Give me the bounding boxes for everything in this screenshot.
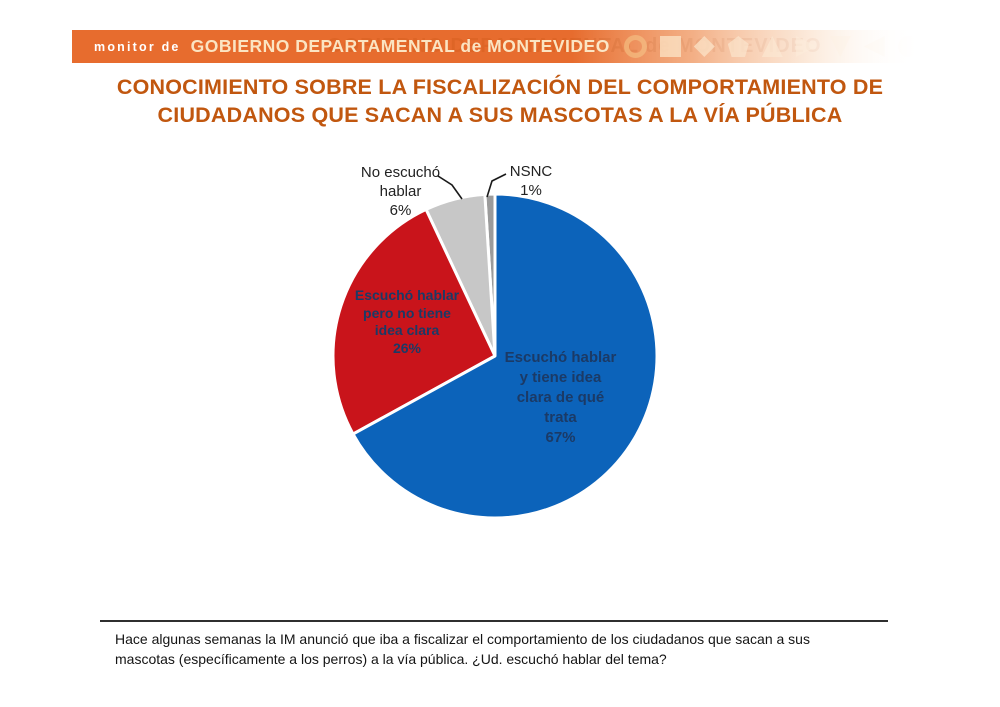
leader-line-no-escucho (437, 175, 463, 200)
banner-shapes (623, 35, 919, 58)
question-divider (100, 620, 888, 622)
slice-label-escucho-idea-clara: Escuchó hablar y tiene idea clara de qué… (504, 349, 617, 446)
slice-label-escucho-sin-idea: Escuchó hablar pero no tiene idea clara … (354, 287, 460, 356)
circle-icon (897, 36, 919, 57)
triangle-right-icon (795, 36, 817, 57)
slice-label-no-escucho: No escuchó hablar 6% (360, 164, 441, 219)
banner-title: GOBIERNO DEPARTAMENTAL de MONTEVIDEO (190, 36, 610, 56)
page-title: CONOCIMIENTO SOBRE LA FISCALIZACIÓN DEL … (116, 75, 884, 127)
square-icon (659, 36, 681, 57)
pie-slice-0 (351, 192, 659, 520)
triangle-down-icon (829, 36, 851, 57)
question-text: Hace algunas semanas la IM anunció que i… (115, 631, 810, 668)
slice-label-nsnc: NSNC 1% (509, 163, 553, 199)
pentagon-icon (727, 36, 749, 57)
ring-icon (623, 35, 647, 58)
leader-line-nsnc (486, 173, 507, 198)
triangle-left-icon (863, 36, 885, 57)
banner-prefix: monitor de (94, 39, 181, 54)
diamond-icon (693, 36, 715, 57)
triangle-up-icon (761, 36, 783, 57)
